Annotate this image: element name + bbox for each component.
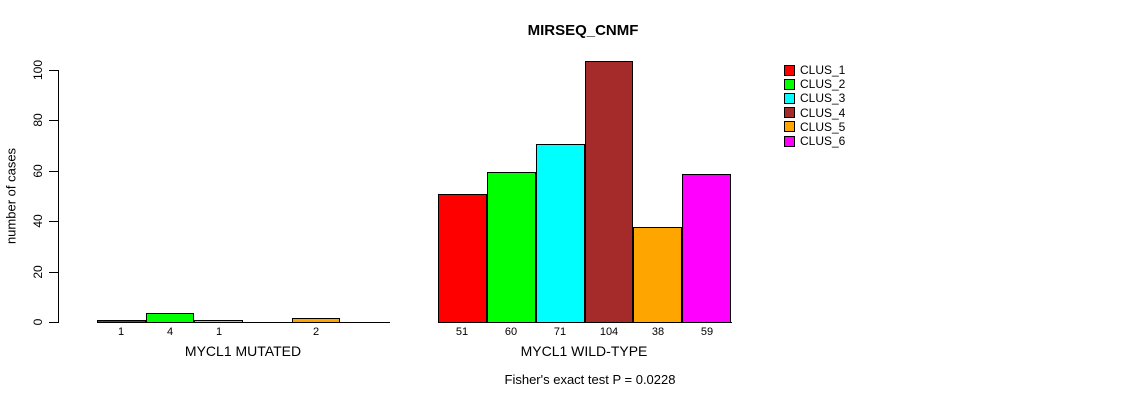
bar-CLUS_3: [536, 144, 585, 323]
y-tick: [49, 322, 58, 323]
y-axis-title: number of cases: [3, 147, 19, 245]
y-tick: [49, 70, 58, 71]
y-tick: [49, 221, 58, 222]
bar-value-label: 59: [700, 326, 714, 338]
chart-title: MIRSEQ_CNMF: [527, 22, 639, 39]
legend-label: CLUS_4: [800, 106, 846, 120]
group-label-mutated: MYCL1 MUTATED: [184, 343, 302, 359]
y-tick: [49, 120, 58, 121]
legend-label: CLUS_5: [800, 120, 846, 134]
y-tick-label: 100: [31, 59, 45, 81]
legend-swatch-CLUS_1: [784, 65, 795, 76]
y-tick-label: 20: [31, 265, 45, 279]
bar-value-label: 1: [215, 326, 223, 338]
bar-value-label: 1: [117, 326, 125, 338]
y-axis-line: [58, 70, 59, 323]
bar-value-label: 38: [651, 326, 665, 338]
legend-swatch-CLUS_3: [784, 93, 795, 104]
legend-swatch-CLUS_4: [784, 107, 795, 118]
legend-label: CLUS_2: [800, 77, 846, 91]
bar-value-label: 104: [599, 326, 619, 338]
bar-value-label: 4: [166, 326, 174, 338]
y-tick-label: 40: [31, 214, 45, 228]
bar-CLUS_5: [633, 227, 682, 323]
bar-CLUS_6: [682, 174, 731, 323]
y-tick-label: 0: [31, 318, 45, 326]
annotation-text: Fisher's exact test P = 0.0228: [504, 372, 676, 387]
legend-swatch-CLUS_5: [784, 121, 795, 132]
legend-label: CLUS_1: [800, 63, 846, 77]
y-tick: [49, 272, 58, 273]
y-tick-label: 60: [31, 164, 45, 178]
bar-CLUS_2: [487, 172, 536, 323]
bar-value-label: 2: [312, 326, 320, 338]
y-tick: [49, 171, 58, 172]
bar-value-label: 71: [553, 326, 567, 338]
legend-label: CLUS_3: [800, 91, 846, 105]
bar-value-label: 60: [504, 326, 518, 338]
bar-value-label: 51: [455, 326, 469, 338]
group-label-wildtype: MYCL1 WILD-TYPE: [520, 343, 648, 359]
y-tick-label: 80: [31, 113, 45, 127]
bar-CLUS_4: [585, 61, 633, 323]
legend-label: CLUS_6: [800, 134, 846, 148]
bar-CLUS_3: [194, 320, 243, 323]
bar-CLUS_5: [292, 318, 340, 323]
bar-CLUS_1: [97, 320, 146, 323]
legend-swatch-CLUS_2: [784, 79, 795, 90]
legend-swatch-CLUS_6: [784, 136, 795, 147]
bar-CLUS_1: [438, 194, 487, 323]
x-axis-line: [97, 322, 390, 323]
bar-CLUS_2: [146, 313, 194, 323]
